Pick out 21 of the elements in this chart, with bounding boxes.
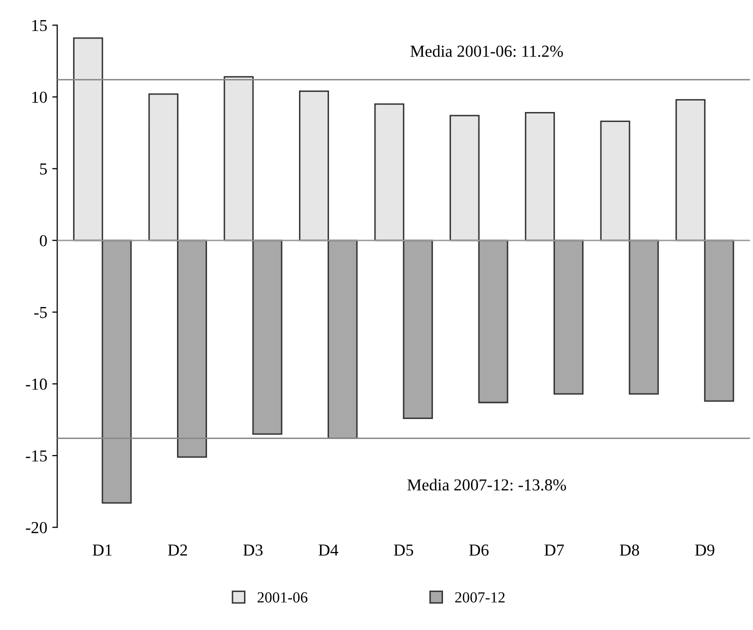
y-tick-label: -15 xyxy=(26,450,47,462)
y-tick-label: -5 xyxy=(34,306,47,318)
y-tick-label: 10 xyxy=(32,92,47,103)
x-tick-label: D2 xyxy=(168,544,187,556)
y-tick-label: 5 xyxy=(40,164,47,175)
x-tick-label: D9 xyxy=(695,544,714,556)
legend-label: 2007-12 xyxy=(455,592,505,603)
x-tick-label: D4 xyxy=(318,544,338,556)
y-tick-label: 15 xyxy=(32,20,47,32)
y-tick-label: -10 xyxy=(26,378,47,390)
ref-line-label: Media 2001-06: 11.2% xyxy=(410,45,563,57)
y-tick-label: -20 xyxy=(26,522,47,534)
x-tick-label: D8 xyxy=(620,544,640,556)
x-tick-label: D1 xyxy=(92,544,112,556)
y-tick-label: 0 xyxy=(40,235,47,246)
legend-label: 2001-06 xyxy=(258,592,308,603)
x-tick-label: D3 xyxy=(243,544,263,556)
ref-line-label: Media 2007-12: -13.8% xyxy=(407,478,566,491)
x-tick-label: D5 xyxy=(394,544,414,556)
x-tick-label: D6 xyxy=(469,544,489,556)
x-tick-label: D7 xyxy=(544,544,564,556)
